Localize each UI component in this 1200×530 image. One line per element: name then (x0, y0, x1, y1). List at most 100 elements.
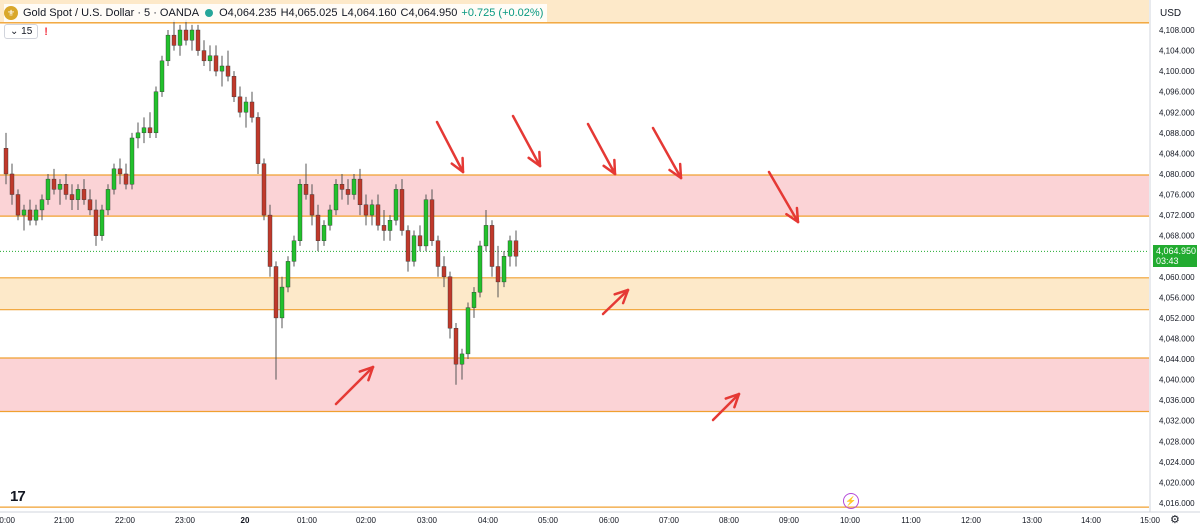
candle-body[interactable] (435, 240, 441, 267)
annotation-arrow[interactable] (601, 288, 630, 316)
candle-body[interactable] (231, 76, 237, 98)
candle-body[interactable] (225, 65, 231, 77)
candle-body[interactable] (339, 184, 345, 190)
candle-body[interactable] (363, 204, 369, 216)
candle-body[interactable] (405, 230, 411, 262)
candle-body[interactable] (285, 261, 291, 288)
candle-body[interactable] (3, 148, 9, 175)
candle-body[interactable] (507, 240, 513, 257)
candle-body[interactable] (303, 184, 309, 195)
candle-body[interactable] (345, 189, 351, 195)
gear-icon[interactable]: ⚙ (1170, 514, 1180, 526)
tradingview-logo-icon[interactable]: 17 (10, 488, 26, 505)
zone-resistance[interactable] (0, 174, 1149, 217)
candle-body[interactable] (51, 178, 57, 190)
candle-body[interactable] (159, 60, 165, 92)
candle-body[interactable] (369, 204, 375, 216)
candle-body[interactable] (309, 194, 315, 216)
candle-body[interactable] (297, 184, 303, 241)
candle-body[interactable] (87, 199, 93, 211)
zone-support[interactable] (0, 358, 1149, 412)
annotation-arrow[interactable] (586, 122, 617, 176)
candle-body[interactable] (123, 173, 129, 185)
candle-body[interactable] (465, 307, 471, 355)
candle-body[interactable] (483, 225, 489, 247)
candle-body[interactable] (351, 178, 357, 195)
candle-body[interactable] (237, 96, 243, 113)
candle-body[interactable] (327, 209, 333, 226)
candle-body[interactable] (255, 117, 261, 164)
candle-body[interactable] (459, 353, 465, 365)
candle-body[interactable] (399, 189, 405, 231)
candle-body[interactable] (171, 34, 177, 46)
lightning-icon[interactable]: ⚡ (843, 493, 859, 509)
candle-body[interactable] (63, 184, 69, 195)
candle-body[interactable] (501, 256, 507, 283)
candle-body[interactable] (165, 34, 171, 62)
zone-support[interactable] (0, 277, 1149, 310)
candle-body[interactable] (393, 189, 399, 221)
currency-label[interactable]: USD (1160, 8, 1182, 19)
candle-body[interactable] (93, 209, 99, 236)
candle-body[interactable] (375, 204, 381, 226)
candle-body[interactable] (261, 163, 267, 216)
candle-body[interactable] (315, 214, 321, 241)
candle-body[interactable] (243, 101, 249, 113)
candle-body[interactable] (513, 240, 519, 257)
candle-body[interactable] (135, 132, 141, 139)
candle-body[interactable] (219, 65, 225, 72)
candle-body[interactable] (195, 29, 201, 51)
candle-body[interactable] (291, 240, 297, 262)
candle-body[interactable] (249, 101, 255, 118)
candle-body[interactable] (477, 245, 483, 293)
candle-body[interactable] (387, 220, 393, 231)
candle-body[interactable] (105, 189, 111, 211)
candle-body[interactable] (177, 29, 183, 46)
candle-body[interactable] (21, 209, 27, 216)
candle-body[interactable] (201, 50, 207, 62)
candle-body[interactable] (81, 189, 87, 200)
annotation-arrow[interactable] (651, 126, 683, 180)
candle-body[interactable] (411, 235, 417, 262)
candle-body[interactable] (357, 178, 363, 206)
candle-body[interactable] (57, 184, 63, 190)
candle-body[interactable] (417, 235, 423, 247)
alert-icon[interactable]: ! (44, 25, 48, 38)
candle-body[interactable] (441, 266, 447, 277)
symbol-title[interactable]: Gold Spot / U.S. Dollar · 5 · OANDA (23, 7, 200, 19)
candle-body[interactable] (39, 199, 45, 211)
candle-body[interactable] (471, 292, 477, 308)
candle-body[interactable] (183, 29, 189, 41)
candle-body[interactable] (447, 276, 453, 329)
candle-body[interactable] (75, 189, 81, 200)
candle-body[interactable] (147, 127, 153, 134)
candle-body[interactable] (453, 327, 459, 365)
candle-body[interactable] (279, 286, 285, 319)
candle-body[interactable] (267, 214, 273, 267)
candle-body[interactable] (321, 225, 327, 241)
annotation-arrow[interactable] (334, 365, 375, 406)
candle-body[interactable] (495, 266, 501, 283)
candle-body[interactable] (489, 225, 495, 267)
candle-body[interactable] (189, 29, 195, 41)
candle-body[interactable] (207, 55, 213, 62)
candle-body[interactable] (129, 137, 135, 185)
annotation-arrow[interactable] (435, 120, 465, 174)
interval-pill[interactable]: ⌄ 15 (4, 24, 39, 39)
candle-body[interactable] (9, 173, 15, 195)
candle-body[interactable] (213, 55, 219, 72)
candle-body[interactable] (429, 199, 435, 241)
candle-body[interactable] (99, 209, 105, 236)
symbol-header[interactable]: ⚜ Gold Spot / U.S. Dollar · 5 · OANDA O4… (4, 4, 548, 22)
candle-body[interactable] (273, 266, 279, 319)
candle-body[interactable] (45, 178, 51, 200)
candle-body[interactable] (69, 194, 75, 200)
annotation-arrow[interactable] (767, 170, 800, 224)
candle-body[interactable] (15, 194, 21, 216)
candle-body[interactable] (27, 209, 33, 221)
candle-body[interactable] (153, 91, 159, 134)
candle-body[interactable] (141, 127, 147, 134)
candle-body[interactable] (33, 209, 39, 221)
candle-body[interactable] (333, 184, 339, 211)
